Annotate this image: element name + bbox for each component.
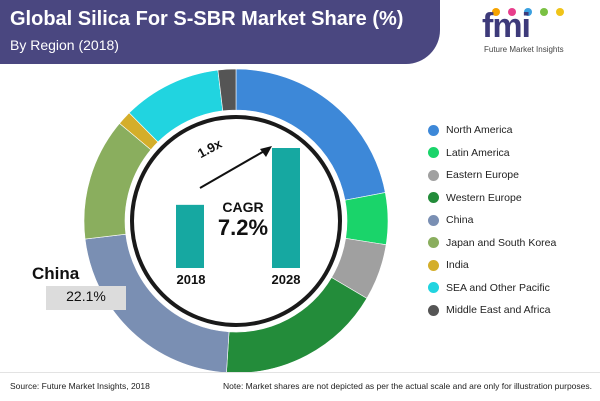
- inset-bar-2018: [176, 204, 204, 268]
- china-callout-label: China: [32, 264, 80, 283]
- footer-divider: [0, 372, 600, 373]
- disclaimer-note: Note: Market shares are not depicted as …: [222, 381, 592, 391]
- legend-item-china: China: [428, 209, 598, 232]
- legend-item-india: India: [428, 254, 598, 277]
- pie-slice-latin-america: [344, 192, 389, 246]
- year-label-2028: 2028: [271, 272, 301, 287]
- growth-arrow-head-icon: [260, 146, 272, 157]
- source-note: Source: Future Market Insights, 2018: [10, 381, 150, 391]
- legend-label: Western Europe: [446, 191, 522, 204]
- legend-swatch-icon: [428, 304, 439, 316]
- logo-dots-icon: [492, 8, 564, 16]
- fmi-logo: fmi Future Market Insights: [474, 6, 584, 62]
- legend: North America Latin America Eastern Europe…: [428, 119, 598, 322]
- legend-swatch-icon: [428, 169, 439, 181]
- legend-label: SEA and Other Pacific: [446, 281, 550, 294]
- legend-swatch-icon: [428, 282, 439, 294]
- legend-item-sea-and-other-pacific: SEA and Other Pacific: [428, 277, 598, 300]
- legend-swatch-icon: [428, 214, 439, 226]
- logo-dot: [540, 8, 548, 16]
- logo-dot: [492, 8, 500, 16]
- cagr-label: CAGR: [222, 199, 264, 215]
- logo-word: fmi: [482, 7, 531, 45]
- legend-swatch-icon: [428, 124, 439, 136]
- legend-label: China: [446, 214, 474, 227]
- legend-label: Latin America: [446, 146, 510, 159]
- legend-label: Middle East and Africa: [446, 304, 551, 317]
- legend-item-latin-america: Latin America: [428, 142, 598, 165]
- logo-tagline: Future Market Insights: [484, 45, 564, 54]
- legend-label: North America: [446, 124, 513, 137]
- legend-item-north-america: North America: [428, 119, 598, 142]
- inset-bar-2028: [272, 148, 300, 268]
- legend-item-japan-and-south-korea: Japan and South Korea: [428, 232, 598, 255]
- china-callout-value: 22.1%: [66, 288, 106, 304]
- legend-item-middle-east-and-africa: Middle East and Africa: [428, 299, 598, 322]
- chart-title: Global Silica For S-SBR Market Share (%): [10, 8, 404, 30]
- china-callout-box: [46, 286, 126, 310]
- legend-swatch-icon: [428, 237, 439, 249]
- year-label-2018: 2018: [176, 272, 206, 287]
- logo-dot: [524, 8, 532, 16]
- legend-item-eastern-europe: Eastern Europe: [428, 164, 598, 187]
- legend-swatch-icon: [428, 147, 439, 159]
- legend-swatch-icon: [428, 192, 439, 204]
- legend-item-western-europe: Western Europe: [428, 187, 598, 210]
- pie-slice-middle-east-and-africa: [217, 68, 237, 112]
- chart-subtitle: By Region (2018): [10, 37, 119, 53]
- legend-label: Japan and South Korea: [446, 236, 557, 249]
- cagr-value: 7.2%: [217, 215, 269, 240]
- title-band: [0, 0, 440, 64]
- legend-label: India: [446, 259, 469, 272]
- legend-swatch-icon: [428, 259, 439, 271]
- logo-dot: [508, 8, 516, 16]
- growth-arrow: [199, 149, 267, 189]
- legend-label: Eastern Europe: [446, 169, 519, 182]
- logo-dot: [556, 8, 564, 16]
